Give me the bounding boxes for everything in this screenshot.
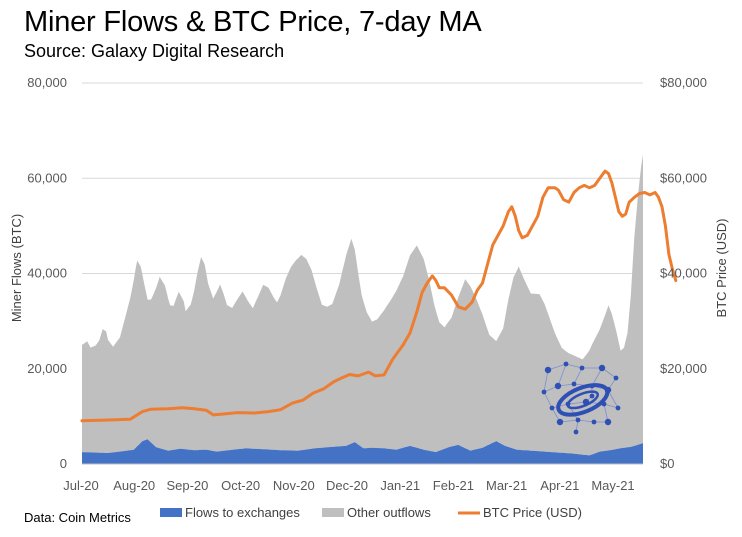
y-tick-label-right: $60,000 — [660, 170, 707, 185]
x-tick-label: May-21 — [591, 478, 634, 493]
y-tick-label: 80,000 — [27, 75, 67, 90]
chart-title: Miner Flows & BTC Price, 7-day MA — [24, 6, 482, 38]
series-other-outflows — [82, 154, 643, 456]
x-tick-label: Aug-20 — [113, 478, 155, 493]
y-tick-label-right: $40,000 — [660, 266, 707, 281]
footnote: Data: Coin Metrics — [24, 510, 131, 525]
legend: Flows to exchanges Other outflows BTC Pric… — [160, 505, 582, 520]
series-btc-price — [80, 169, 678, 423]
y-tick-label: 20,000 — [27, 361, 67, 376]
y-tick-label: 40,000 — [27, 266, 67, 281]
y-axis-right-title: BTC Price (USD) — [714, 219, 729, 318]
legend-item: Other outflows — [322, 505, 431, 520]
legend-swatch — [322, 508, 344, 517]
y-tick-label-right: $20,000 — [660, 361, 707, 376]
legend-item: BTC Price (USD) — [458, 505, 582, 520]
legend-label: Other outflows — [347, 505, 431, 520]
series-flows-to-exchanges — [82, 439, 643, 464]
x-tick-label: Oct-20 — [221, 478, 260, 493]
x-tick-label: Jan-21 — [380, 478, 420, 493]
y-tick-label-right: $0 — [660, 456, 674, 471]
legend-swatch — [160, 508, 182, 517]
x-tick-label: Jul-20 — [63, 478, 98, 493]
plot-area — [80, 154, 678, 464]
x-tick-label: Sep-20 — [166, 478, 208, 493]
y-tick-label: 0 — [60, 456, 67, 471]
x-tick-label: Apr-21 — [540, 478, 579, 493]
x-axis: Jul-20 Aug-20 Sep-20 Oct-20 Nov-20 Dec-20 Jan-… — [63, 478, 634, 493]
legend-item: Flows to exchanges — [160, 505, 300, 520]
y-axis-left-title: Miner Flows (BTC) — [9, 214, 24, 322]
x-tick-label: Dec-20 — [326, 478, 368, 493]
y-tick-label: 60,000 — [27, 170, 67, 185]
galaxy-digital-logo-icon — [541, 361, 621, 435]
legend-label: Flows to exchanges — [185, 505, 300, 520]
chart-subtitle: Source: Galaxy Digital Research — [24, 41, 285, 61]
y-axis-left: 0 20,000 40,000 60,000 80,000 — [27, 75, 67, 471]
x-tick-label: Feb-21 — [433, 478, 474, 493]
legend-label: BTC Price (USD) — [483, 505, 582, 520]
y-tick-label-right: $80,000 — [660, 75, 707, 90]
y-axis-right: $0 $20,000 $40,000 $60,000 $80,000 — [660, 75, 707, 471]
x-tick-label: Mar-21 — [486, 478, 527, 493]
x-tick-label: Nov-20 — [273, 478, 315, 493]
